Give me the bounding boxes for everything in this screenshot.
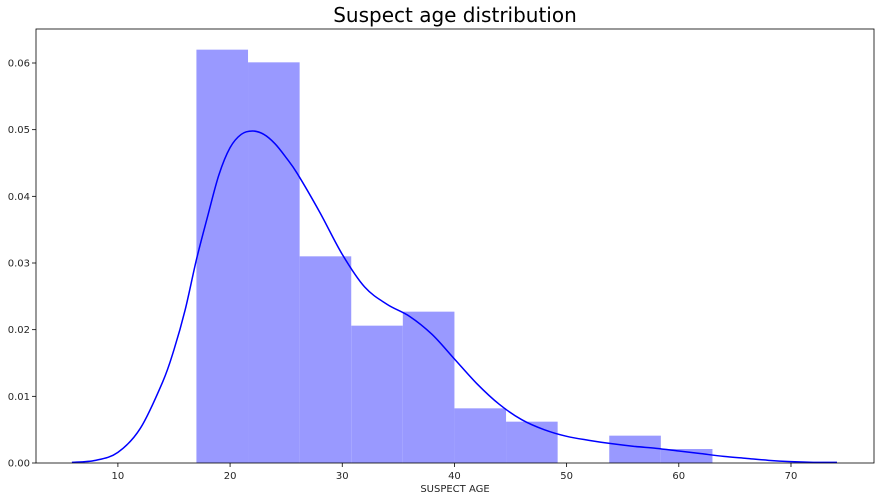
histogram-bar-6 [506, 421, 558, 463]
histogram-bar-3 [351, 325, 403, 463]
x-tick-label: 20 [224, 471, 237, 482]
x-tick-label: 60 [672, 471, 685, 482]
kde-layer [71, 130, 837, 464]
histogram-bar-2 [299, 256, 352, 463]
plot-frame [35, 28, 875, 464]
histogram-bars [196, 49, 713, 464]
chart-title: Suspect age distribution [333, 3, 577, 27]
histogram-bar-5 [454, 408, 507, 463]
histogram-bar-8 [609, 435, 661, 463]
y-tick-label: 0.02 [8, 325, 30, 336]
y-tick-label: 0.03 [8, 259, 30, 270]
histogram-bar-0 [196, 49, 249, 464]
x-tick-label: 70 [785, 471, 798, 482]
histogram-bar-4 [402, 311, 455, 463]
x-tick-label: 30 [336, 471, 349, 482]
x-axis-title: SUSPECT AGE [420, 484, 489, 495]
y-tick-label: 0.00 [8, 459, 30, 470]
x-tick-label: 50 [560, 471, 573, 482]
x-axis: 10 20 30 40 50 60 70 [112, 463, 798, 482]
x-tick-label: 10 [112, 471, 125, 482]
x-tick-label: 40 [448, 471, 461, 482]
y-tick-label: 0.01 [8, 392, 30, 403]
histogram-bar-9 [660, 449, 713, 463]
y-tick-label: 0.05 [8, 125, 30, 136]
y-tick-label: 0.06 [8, 59, 30, 70]
y-tick-label: 0.04 [8, 192, 30, 203]
histogram-bar-1 [248, 62, 300, 463]
y-axis: 0.00 0.01 0.02 0.03 0.04 0.05 0.06 [8, 59, 36, 470]
kde-curve [71, 130, 837, 464]
